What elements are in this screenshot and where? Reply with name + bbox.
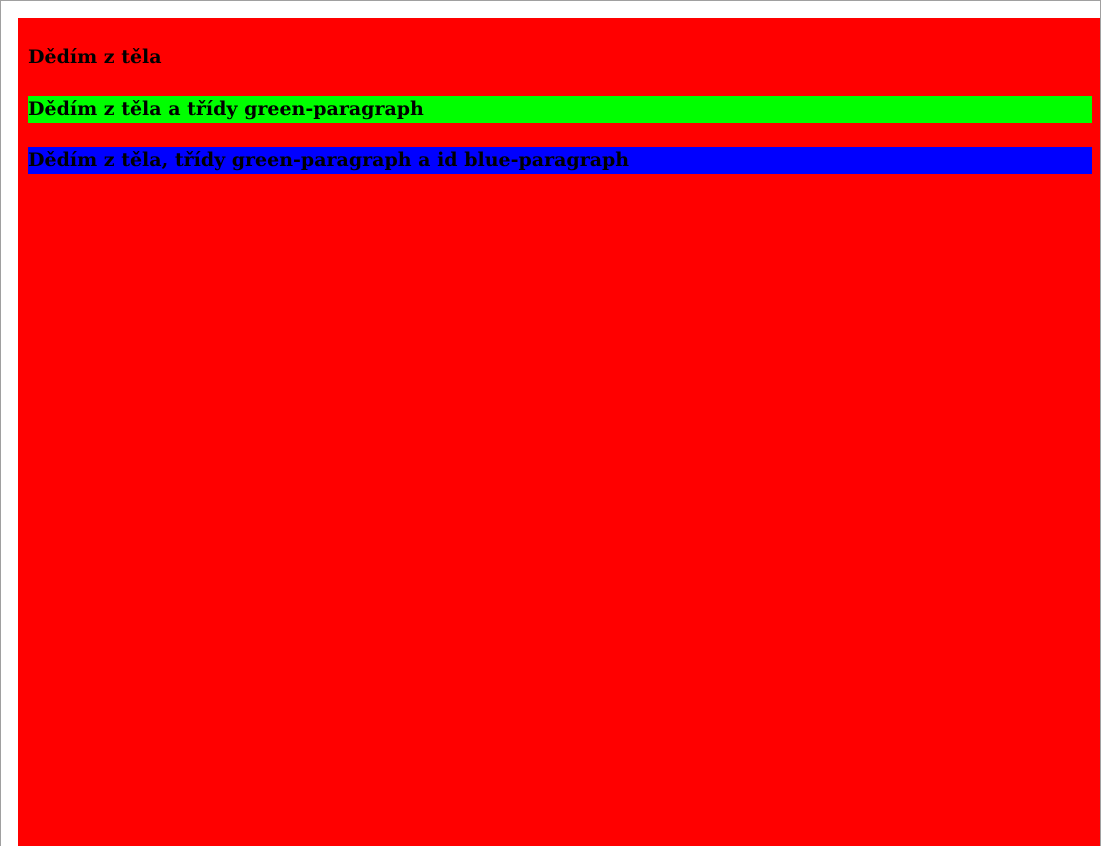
green-paragraph: Dědím z těla a třídy green-paragraph — [28, 96, 1092, 123]
body-paragraph: Dědím z těla — [28, 44, 1092, 71]
blue-paragraph: Dědím z těla, třídy green-paragraph a id… — [28, 147, 1092, 174]
page-body: Dědím z těla Dědím z těla a třídy green-… — [18, 18, 1100, 846]
